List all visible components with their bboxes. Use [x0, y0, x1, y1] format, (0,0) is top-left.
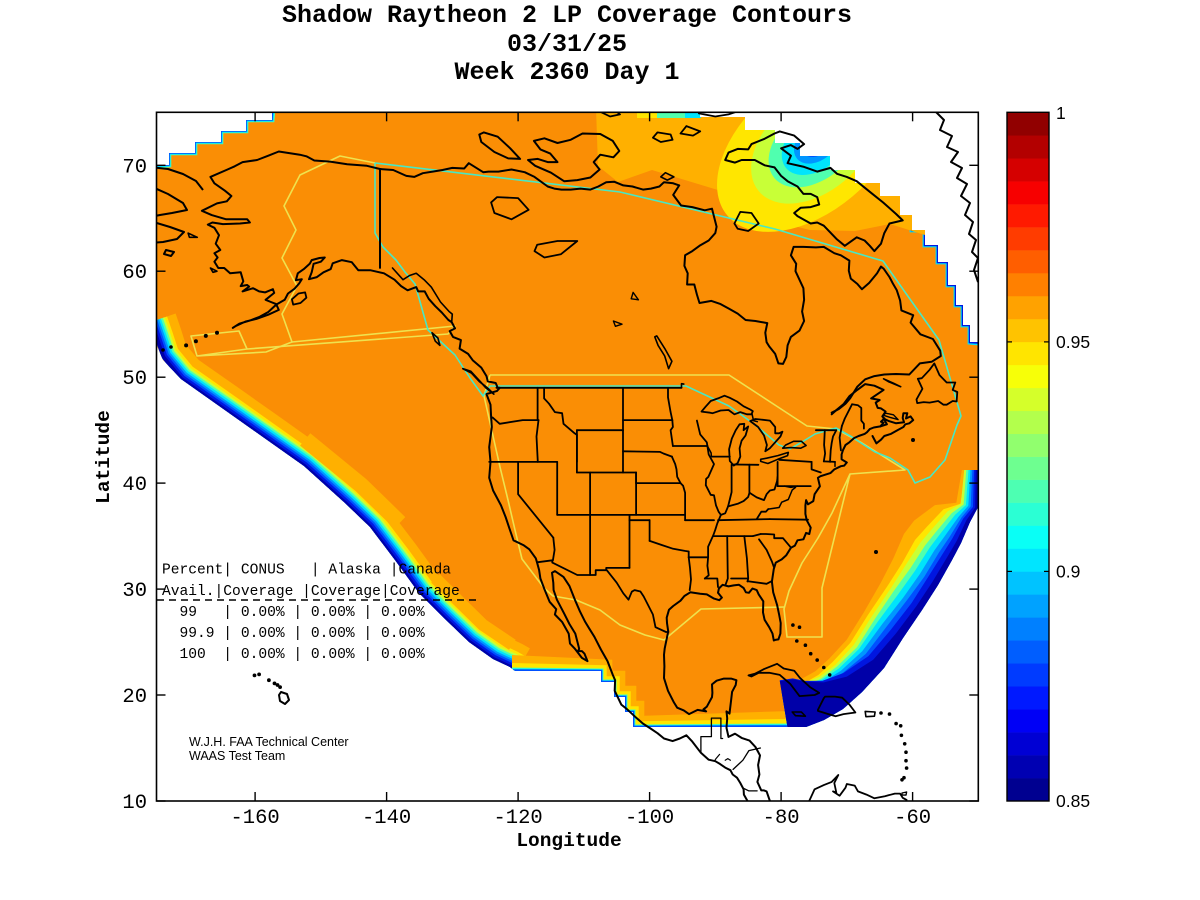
svg-text:WAAS Test Team: WAAS Test Team — [189, 749, 285, 763]
svg-text:-120: -120 — [493, 807, 542, 830]
svg-text:Longitude: Longitude — [516, 830, 621, 852]
svg-text:Avail.|Coverage |Coverage|Cove: Avail.|Coverage |Coverage|Coverage — [162, 584, 460, 600]
svg-text:-140: -140 — [362, 807, 411, 830]
svg-text:-160: -160 — [230, 807, 279, 830]
svg-text:Shadow Raytheon 2 LP Coverage: Shadow Raytheon 2 LP Coverage Contours — [282, 1, 852, 30]
svg-text:-100: -100 — [625, 807, 674, 830]
svg-text:60: 60 — [122, 262, 147, 285]
svg-text:70: 70 — [122, 156, 147, 179]
svg-text:10: 10 — [122, 792, 147, 815]
svg-text:30: 30 — [122, 580, 147, 603]
svg-text:-60: -60 — [894, 807, 931, 830]
svg-text:-80: -80 — [763, 807, 800, 830]
svg-text:40: 40 — [122, 474, 147, 497]
svg-text:1: 1 — [1056, 103, 1066, 123]
svg-text:20: 20 — [122, 686, 147, 709]
svg-text:Percent| CONUS | Alaska |Can: Percent| CONUS | Alaska |Canada — [162, 563, 451, 579]
svg-text:50: 50 — [122, 368, 147, 391]
svg-text:99.9 | 0.00% | 0.00% | 0.00%: 99.9 | 0.00% | 0.00% | 0.00% — [162, 626, 425, 642]
svg-text:0.9: 0.9 — [1056, 561, 1080, 581]
svg-text:W.J.H. FAA Technical Center: W.J.H. FAA Technical Center — [189, 735, 349, 749]
svg-text:Week 2360 Day 1: Week 2360 Day 1 — [454, 58, 679, 87]
svg-text:100 | 0.00% | 0.00% | 0.00%: 100 | 0.00% | 0.00% | 0.00% — [162, 647, 425, 663]
svg-text:0.95: 0.95 — [1056, 332, 1090, 352]
svg-text:0.85: 0.85 — [1056, 791, 1090, 811]
svg-text:99 | 0.00% | 0.00% | 0.00%: 99 | 0.00% | 0.00% | 0.00% — [162, 605, 425, 621]
svg-text:03/31/25: 03/31/25 — [507, 30, 627, 59]
svg-text:Latitude: Latitude — [93, 410, 115, 504]
